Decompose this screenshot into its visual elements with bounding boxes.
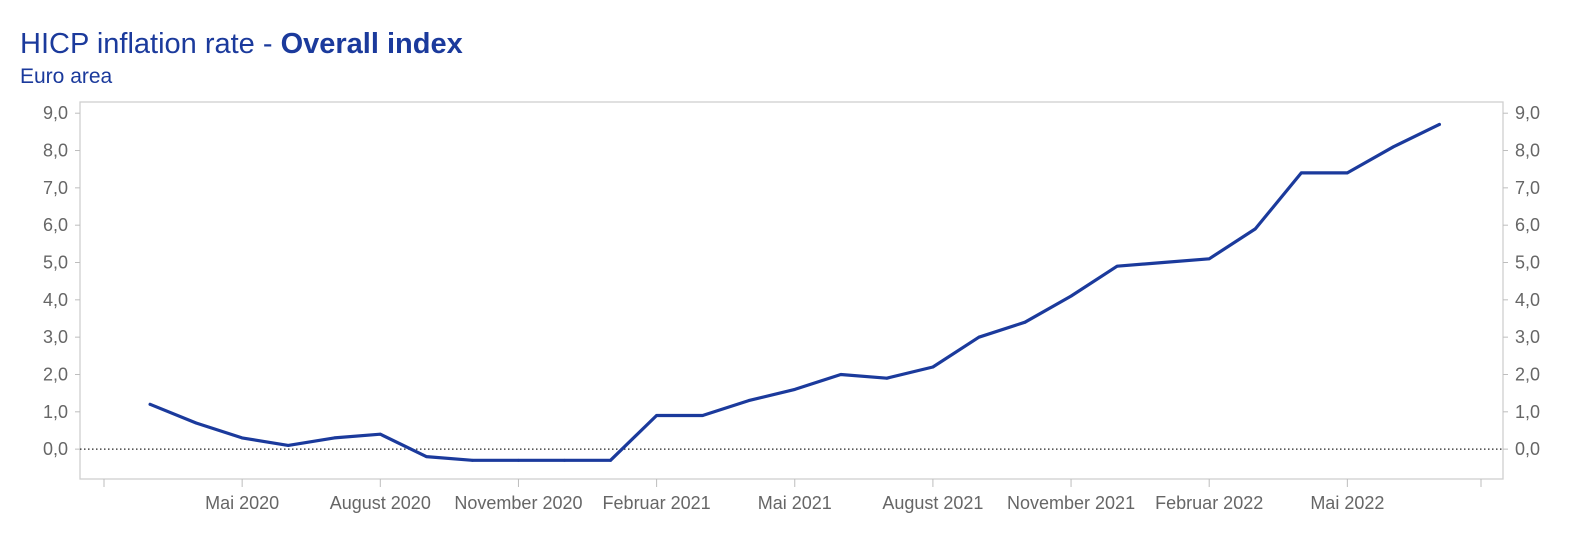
data-point [378, 432, 382, 436]
data-point [793, 388, 797, 391]
x-tick-label: November 2020 [454, 493, 582, 513]
y-tick-label-left: 8,0 [43, 141, 68, 161]
data-point [148, 402, 152, 406]
plot-frame [79, 101, 1504, 480]
y-tick-label-right: 5,0 [1515, 253, 1540, 273]
y-tick-label-left: 9,0 [43, 103, 68, 123]
data-point [332, 436, 336, 440]
x-tick-label: Mai 2021 [758, 493, 832, 513]
y-axis-ticks: 0,0 0,0 1,0 1,0 2,0 2,0 3,0 3,0 4,0 4,0 5,0 5,0 6,0 6… [43, 103, 1540, 459]
x-tick-label: Mai 2020 [205, 493, 279, 513]
y-tick-label-left: 3,0 [43, 327, 68, 347]
data-point [1207, 257, 1211, 261]
y-tick-label-right: 9,0 [1515, 103, 1540, 123]
data-point [931, 365, 935, 369]
y-tick-label-right: 8,0 [1515, 141, 1540, 161]
data-point [839, 373, 843, 376]
y-tick-label-left: 1,0 [43, 402, 68, 422]
plot-area-border [79, 101, 1504, 480]
data-point [977, 335, 981, 339]
data-point [609, 458, 612, 462]
data-point [194, 421, 198, 425]
x-axis-ticks: Mai 2020 August 2020 November 2020 Februar … [103, 479, 1482, 513]
data-point [747, 399, 751, 403]
y-tick-label-right: 0,0 [1515, 439, 1540, 459]
data-point [1299, 171, 1303, 175]
x-tick-label: Februar 2021 [603, 493, 711, 513]
chart-title-regular: HICP inflation rate - [20, 28, 281, 60]
y-tick-label-left: 6,0 [43, 215, 68, 235]
x-tick-label: Mai 2022 [1310, 493, 1384, 513]
data-point [240, 436, 244, 440]
data-point [1023, 320, 1027, 324]
data-point [1115, 264, 1119, 268]
data-point [1345, 171, 1349, 175]
y-tick-label-right: 1,0 [1515, 402, 1540, 422]
data-point [701, 414, 705, 417]
data-point [471, 458, 474, 462]
y-tick-label-left: 5,0 [43, 253, 68, 273]
data-point [1161, 261, 1165, 264]
data-point [424, 455, 428, 459]
data-point [1392, 145, 1395, 149]
chart-subtitle: Euro area [20, 65, 113, 88]
data-point [286, 444, 290, 447]
y-tick-label-left: 2,0 [43, 364, 68, 384]
y-tick-label-left: 7,0 [43, 178, 68, 198]
x-tick-label: November 2021 [1007, 493, 1135, 513]
data-point [1069, 294, 1073, 298]
y-tick-label-right: 3,0 [1515, 327, 1540, 347]
y-tick-label-left: 0,0 [43, 439, 68, 459]
data-point [1253, 227, 1257, 231]
x-tick-label: Februar 2022 [1155, 493, 1263, 513]
series-lines [148, 122, 1442, 462]
data-point [655, 414, 658, 417]
x-tick-label: August 2020 [330, 493, 431, 513]
y-tick-label-right: 2,0 [1515, 364, 1540, 384]
y-tick-label-left: 4,0 [43, 290, 68, 310]
data-point [1438, 122, 1441, 126]
y-tick-label-right: 6,0 [1515, 215, 1540, 235]
y-tick-label-right: 4,0 [1515, 290, 1540, 310]
data-point [517, 458, 520, 462]
series-line [148, 122, 1442, 462]
data-point [563, 458, 566, 462]
chart-title-bold: Overall index [280, 28, 463, 60]
chart-title: HICP inflation rate - Overall index [20, 26, 463, 62]
data-point [885, 376, 889, 380]
x-tick-label: August 2021 [882, 493, 983, 513]
y-tick-label-right: 7,0 [1515, 178, 1540, 198]
